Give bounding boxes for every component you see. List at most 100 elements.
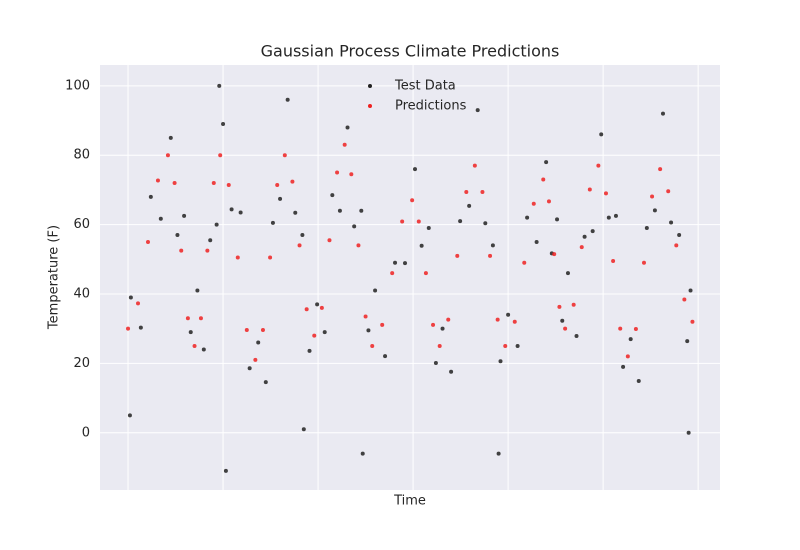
point <box>625 354 630 359</box>
point <box>677 233 682 237</box>
point <box>498 359 503 364</box>
point <box>327 238 332 243</box>
point <box>195 288 200 293</box>
legend-marker <box>368 104 372 108</box>
point <box>285 97 290 102</box>
y-tick-label: 100 <box>65 78 90 93</box>
point <box>458 219 463 224</box>
point <box>155 178 160 183</box>
point <box>467 203 472 208</box>
point <box>356 243 361 248</box>
point <box>426 226 431 231</box>
y-tick-label: 20 <box>73 356 90 371</box>
point <box>136 301 141 306</box>
point <box>552 252 557 257</box>
point <box>223 468 228 473</box>
point <box>345 125 350 130</box>
point <box>335 170 340 175</box>
point <box>431 322 436 327</box>
point <box>472 163 477 168</box>
point <box>666 189 671 194</box>
point <box>226 183 231 188</box>
point <box>366 328 371 333</box>
point <box>560 318 565 323</box>
point <box>658 167 663 172</box>
point <box>256 340 261 345</box>
point <box>618 326 623 331</box>
point <box>182 213 187 218</box>
marks <box>126 83 695 473</box>
y-tick-label: 40 <box>73 286 90 301</box>
point <box>636 379 641 384</box>
x-axis-label: Time <box>393 494 426 509</box>
point <box>587 187 592 192</box>
point <box>621 364 626 369</box>
point <box>201 347 206 352</box>
point <box>641 260 646 265</box>
legend-marker <box>368 84 372 88</box>
point <box>278 196 283 201</box>
point <box>312 333 317 338</box>
point <box>437 344 442 349</box>
point <box>270 220 275 225</box>
point <box>603 191 608 196</box>
point <box>390 271 395 276</box>
point <box>208 238 213 243</box>
point <box>611 259 616 264</box>
point <box>416 219 421 224</box>
point <box>599 132 604 137</box>
point <box>214 222 219 227</box>
point <box>690 319 695 324</box>
point <box>247 366 252 371</box>
point <box>126 326 131 331</box>
point <box>446 317 451 322</box>
point <box>596 163 601 168</box>
point <box>179 248 184 253</box>
point <box>440 326 445 331</box>
point <box>218 153 223 158</box>
point <box>393 260 398 265</box>
point <box>293 210 298 215</box>
point <box>412 167 417 172</box>
point <box>652 208 657 213</box>
point <box>370 344 375 349</box>
point <box>165 153 170 158</box>
point <box>563 326 568 331</box>
point <box>229 207 234 212</box>
point <box>363 314 368 319</box>
point <box>235 255 240 260</box>
y-tick-label: 0 <box>82 425 90 440</box>
point <box>525 215 530 220</box>
point <box>475 108 480 113</box>
point <box>158 216 163 221</box>
y-axis-label: Temperature (F) <box>47 225 62 330</box>
point <box>565 271 570 276</box>
point <box>686 430 691 435</box>
point <box>685 339 690 344</box>
point <box>198 316 203 321</box>
legend-label: Predictions <box>395 99 467 114</box>
point <box>282 153 287 158</box>
point <box>192 344 197 349</box>
point <box>490 243 495 248</box>
point <box>349 172 354 177</box>
point <box>185 316 190 321</box>
point <box>410 198 415 203</box>
point <box>688 288 693 293</box>
point <box>682 297 687 302</box>
point <box>531 201 536 206</box>
point <box>268 255 273 260</box>
point <box>423 271 428 276</box>
point <box>221 121 226 126</box>
point <box>145 239 150 244</box>
point <box>238 210 243 215</box>
point <box>464 189 469 194</box>
point <box>449 369 454 374</box>
point <box>211 180 216 185</box>
point <box>495 317 500 322</box>
point <box>571 302 576 307</box>
point <box>669 220 674 225</box>
point <box>480 189 485 194</box>
point <box>138 325 143 330</box>
